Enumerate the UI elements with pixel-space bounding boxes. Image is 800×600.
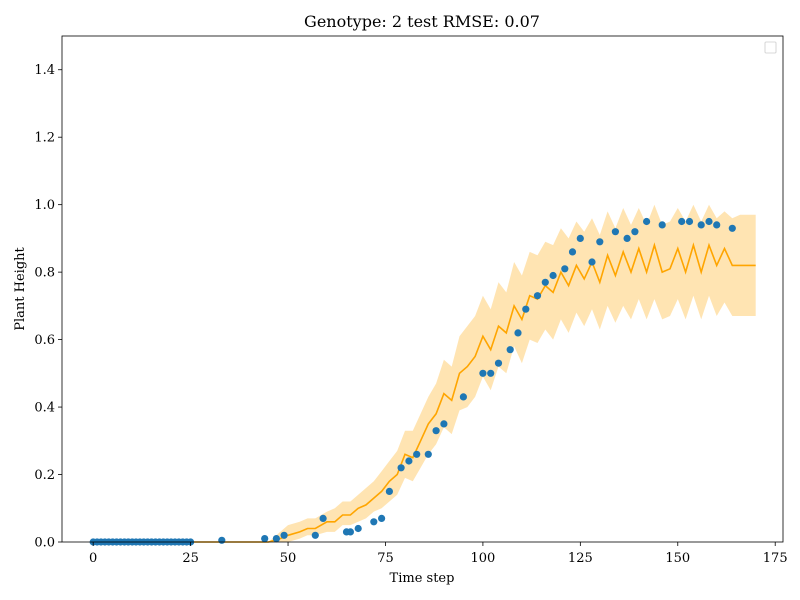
observed-point: [370, 518, 378, 526]
observed-point: [658, 221, 666, 229]
observed-point: [261, 535, 269, 543]
observed-point: [611, 228, 620, 236]
observed-point: [311, 531, 319, 539]
observed-point: [561, 265, 569, 273]
x-tick-label: 0: [89, 551, 97, 566]
observed-point: [432, 427, 440, 435]
observed-point: [697, 221, 705, 229]
observed-point: [576, 234, 584, 242]
observed-point: [678, 217, 686, 226]
observed-point: [479, 369, 487, 377]
observed-point: [397, 464, 405, 472]
observed-point: [631, 228, 639, 236]
x-tick-label: 50: [280, 551, 297, 566]
observed-point: [713, 221, 721, 229]
y-tick-label: 0.6: [34, 333, 55, 348]
confidence-band-layer: [93, 204, 756, 542]
observed-point: [346, 528, 354, 536]
observed-point: [522, 305, 530, 313]
x-tick-label: 25: [182, 551, 199, 566]
x-axis-label: Time step: [390, 571, 455, 586]
x-tick-label: 150: [665, 551, 690, 566]
observed-point: [623, 234, 631, 242]
observed-point: [643, 217, 651, 226]
observed-point: [385, 487, 393, 495]
observed-point: [459, 393, 467, 401]
observed-point: [728, 224, 736, 232]
observed-point: [596, 238, 604, 246]
observed-point: [378, 514, 386, 523]
x-tick-label: 175: [763, 551, 788, 566]
observed-point: [494, 359, 503, 367]
observed-point: [354, 524, 362, 533]
observed-point: [533, 292, 542, 300]
observed-point: [413, 450, 421, 458]
legend-box: [764, 41, 777, 54]
observed-point: [514, 329, 522, 337]
y-tick-label: 1.4: [34, 63, 55, 78]
observed-point: [588, 258, 596, 266]
x-tick-label: 75: [377, 551, 394, 566]
observed-point: [487, 369, 495, 377]
observed-point: [440, 420, 448, 428]
observed-point: [685, 217, 694, 226]
observed-point: [541, 278, 549, 286]
confidence-band: [93, 204, 756, 542]
observed-point: [424, 450, 432, 458]
plot-frame: [61, 35, 784, 543]
x-tick-label: 100: [470, 551, 495, 566]
y-tick-label: 0.2: [34, 468, 55, 483]
observed-point: [280, 531, 288, 539]
observed-point: [272, 535, 280, 543]
x-tick-label: 125: [568, 551, 593, 566]
observed-point: [319, 514, 327, 523]
y-tick-label: 1.0: [34, 198, 55, 213]
y-tick-label: 0.4: [34, 401, 55, 416]
observed-point: [568, 248, 577, 256]
x-axis: 0 25 50 75 100 125 150 175: [89, 542, 788, 566]
observed-point: [405, 457, 413, 465]
y-axis-label: Plant Height: [13, 246, 28, 330]
observed-point: [549, 271, 557, 280]
y-tick-label: 0.8: [34, 266, 55, 281]
prediction-line: [93, 242, 756, 543]
y-tick-label: 1.2: [34, 131, 55, 146]
observed-point: [218, 536, 226, 544]
observed-point: [506, 346, 514, 354]
y-axis: 0.0 0.2 0.4 0.6 0.8 1.0 1.2 1.4: [34, 63, 62, 551]
prediction-line-layer: [93, 242, 756, 543]
chart-title: Genotype: 2 test RMSE: 0.07: [304, 12, 540, 31]
observed-point: [705, 217, 713, 226]
y-tick-label: 0.0: [34, 536, 55, 551]
